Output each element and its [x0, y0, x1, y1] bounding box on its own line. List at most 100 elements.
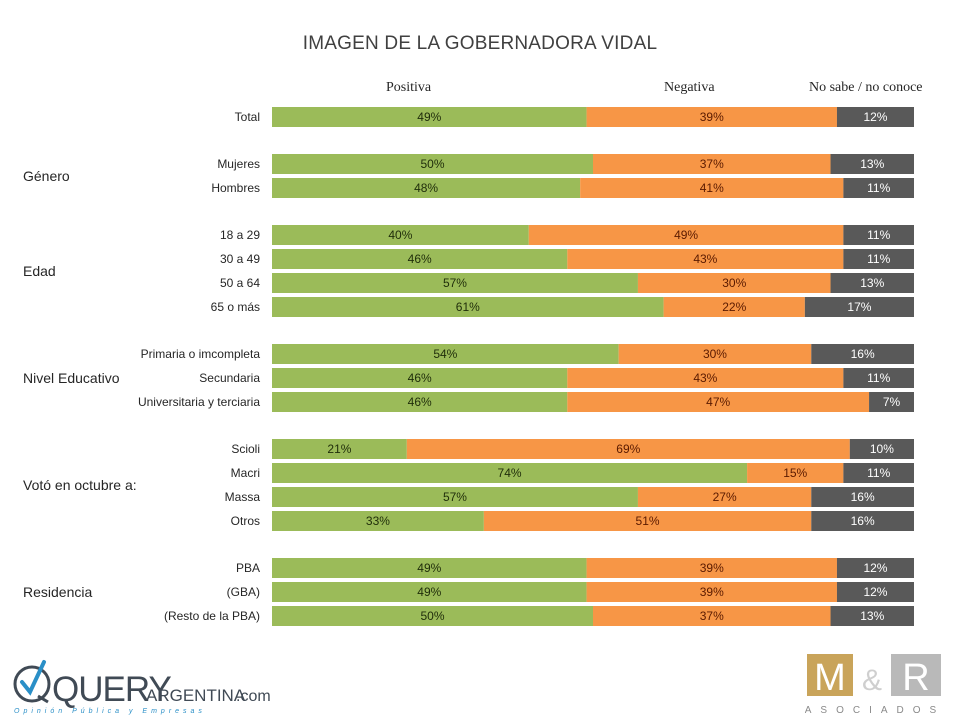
bar-segment-positiva: [272, 439, 407, 459]
data-label-positiva: 46%: [408, 371, 432, 385]
bar-row: Total 49% 39% 12%: [235, 107, 914, 127]
bar-segment-no-sabe: [830, 273, 914, 293]
bar-segment-positiva: [272, 487, 638, 507]
bar-segment-no-sabe: [830, 606, 914, 626]
bar-segment-negativa: [618, 344, 812, 364]
data-label-no-sabe: 11%: [867, 371, 890, 385]
data-label-negativa: 47%: [706, 395, 730, 409]
bar-row: Universitaria y terciaria 46% 47% 7%: [138, 392, 914, 412]
bar-segment-negativa: [528, 225, 844, 245]
row-label: 30 a 49: [220, 252, 260, 266]
data-label-no-sabe: 17%: [847, 300, 871, 314]
data-label-negativa: 30%: [722, 276, 746, 290]
bar-segment-negativa: [483, 511, 812, 531]
bar-segment-negativa: [580, 178, 844, 198]
check-icon: [20, 660, 46, 696]
row-label: Secundaria: [199, 371, 260, 385]
bar-segment-positiva: [272, 249, 568, 269]
bar-segment-positiva: [272, 368, 568, 388]
bar-segment-positiva: [272, 606, 593, 626]
data-label-no-sabe: 16%: [851, 514, 875, 528]
argentina-wordmark: ARGENTINA: [146, 686, 246, 705]
data-label-positiva: 46%: [408, 395, 432, 409]
bar-segment-negativa: [567, 249, 844, 269]
bar-row: PBA 49% 39% 12%: [236, 558, 914, 578]
data-label-no-sabe: 16%: [851, 490, 875, 504]
query-q-tail: [37, 694, 49, 704]
bar-segment-positiva: [272, 392, 568, 412]
bar-segment-negativa: [637, 273, 831, 293]
data-label-negativa: 39%: [700, 561, 724, 575]
bar-segment-no-sabe: [836, 558, 914, 578]
bar-segment-negativa: [567, 392, 870, 412]
bar-segment-positiva: [272, 582, 587, 602]
row-label: Massa: [225, 490, 261, 504]
bar-row: Macri 74% 15% 11%: [231, 463, 914, 483]
bar-segment-no-sabe: [811, 511, 914, 531]
mr-r-box: [891, 654, 941, 696]
bar-row: Secundaria 46% 43% 11%: [199, 368, 914, 388]
data-label-no-sabe: 13%: [860, 609, 884, 623]
bar-segment-negativa: [663, 297, 805, 317]
row-label: Macri: [231, 466, 260, 480]
bar-segment-no-sabe: [804, 297, 914, 317]
mr-asociados-logo: M & R ASOCIADOS: [805, 652, 945, 716]
bar-segment-positiva: [272, 297, 664, 317]
group-label: Residencia: [23, 584, 92, 600]
bar-segment-negativa: [586, 582, 837, 602]
data-label-positiva: 50%: [420, 157, 444, 171]
row-label: 18 a 29: [220, 228, 260, 242]
data-label-positiva: 21%: [327, 442, 351, 456]
bar-segment-negativa: [593, 606, 831, 626]
data-label-positiva: 49%: [417, 585, 441, 599]
data-label-no-sabe: 11%: [867, 181, 890, 195]
bar-segment-no-sabe: [843, 249, 914, 269]
bar-segment-positiva: [272, 225, 529, 245]
data-label-positiva: 46%: [408, 252, 432, 266]
bar-segment-no-sabe: [830, 154, 914, 174]
bar-segment-no-sabe: [843, 368, 914, 388]
data-label-negativa: 15%: [783, 466, 807, 480]
bar-segment-negativa: [586, 558, 837, 578]
data-label-negativa: 43%: [693, 371, 717, 385]
data-label-positiva: 50%: [420, 609, 444, 623]
bar-row: Otros 33% 51% 16%: [231, 511, 914, 531]
data-label-positiva: 61%: [456, 300, 480, 314]
row-label: (Resto de la PBA): [164, 609, 260, 623]
bar-row: 50 a 64 57% 30% 13%: [220, 273, 914, 293]
row-label: 65 o más: [211, 300, 260, 314]
row-label: Universitaria y terciaria: [138, 395, 260, 409]
data-label-positiva: 40%: [388, 228, 412, 242]
row-label: PBA: [236, 561, 260, 575]
bar-segment-positiva: [272, 463, 748, 483]
bar-segment-negativa: [406, 439, 850, 459]
data-label-negativa: 43%: [693, 252, 717, 266]
row-label: 50 a 64: [220, 276, 260, 290]
row-label: Mujeres: [217, 157, 260, 171]
bar-row: Mujeres 50% 37% 13%: [217, 154, 914, 174]
bar-segment-positiva: [272, 154, 593, 174]
data-label-no-sabe: 12%: [863, 110, 887, 124]
bar-segment-no-sabe: [836, 582, 914, 602]
data-label-no-sabe: 12%: [863, 561, 887, 575]
data-label-no-sabe: 11%: [867, 228, 890, 242]
data-label-no-sabe: 12%: [863, 585, 887, 599]
data-label-negativa: 22%: [722, 300, 746, 314]
query-wordmark: QUERY: [52, 670, 171, 709]
bar-segment-negativa: [637, 487, 812, 507]
legend-no-sabe: No sabe / no conoce: [809, 80, 923, 95]
bar-row: (Resto de la PBA) 50% 37% 13%: [164, 606, 914, 626]
query-q-circle: [13, 665, 51, 703]
group-label: Edad: [23, 263, 56, 279]
bar-segment-negativa: [586, 107, 837, 127]
mr-asociados-text: ASOCIADOS: [805, 705, 945, 716]
bar-segment-positiva: [272, 511, 484, 531]
mr-m-box: [807, 654, 853, 696]
bar-segment-no-sabe: [843, 225, 914, 245]
data-label-negativa: 51%: [636, 514, 660, 528]
data-label-negativa: 39%: [700, 110, 724, 124]
bar-segment-negativa: [747, 463, 844, 483]
bar-segment-positiva: [272, 107, 587, 127]
data-label-positiva: 33%: [366, 514, 390, 528]
